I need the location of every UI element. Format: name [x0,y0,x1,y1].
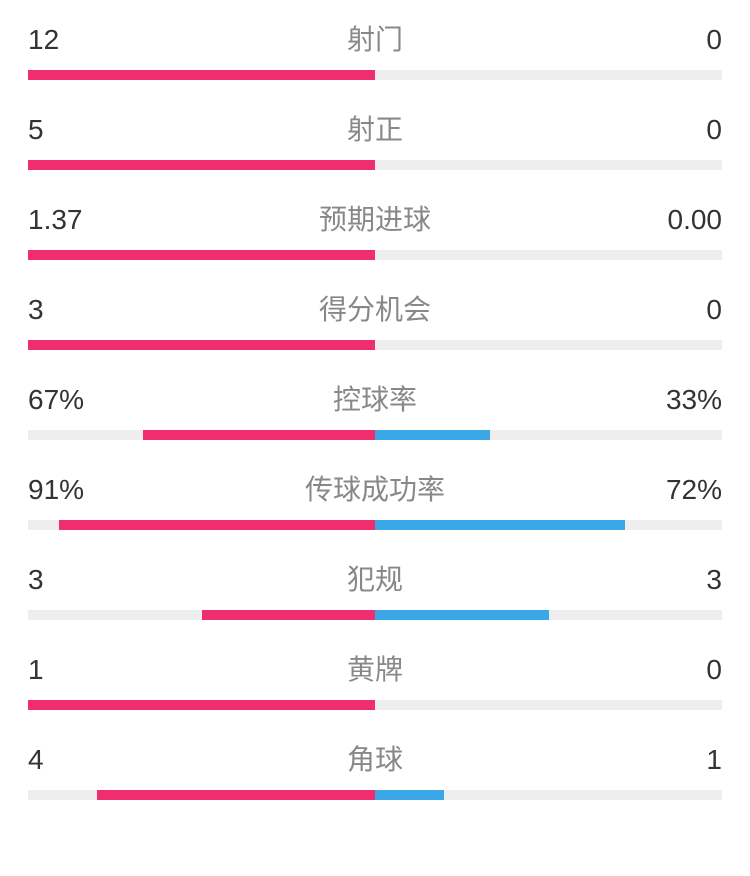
stat-row: 91%传球成功率72% [28,468,722,530]
stat-row: 1黄牌0 [28,648,722,710]
stat-header: 4角球1 [28,738,722,778]
stat-bar-right-track [375,520,722,530]
stat-bar [28,790,722,800]
stat-bar-right-fill [375,520,625,530]
stat-bar [28,610,722,620]
stat-label: 角球 [108,738,642,778]
stat-header: 1黄牌0 [28,648,722,688]
stat-header: 67%控球率33% [28,378,722,418]
stat-bar-left-track [28,340,375,350]
stat-bar [28,340,722,350]
stat-value-right: 33% [642,384,722,416]
stat-row: 5射正0 [28,108,722,170]
stat-value-left: 4 [28,744,108,776]
stat-bar-right-track [375,70,722,80]
stat-row: 3犯规3 [28,558,722,620]
stat-header: 12射门0 [28,18,722,58]
stat-value-left: 5 [28,114,108,146]
stat-bar [28,430,722,440]
stat-bar-left-track [28,610,375,620]
stat-bar-left-fill [28,340,375,350]
stat-bar-left-fill [143,430,375,440]
stat-bar-left-track [28,430,375,440]
stat-bar [28,70,722,80]
stat-bar-right-fill [375,790,444,800]
stat-bar [28,700,722,710]
stat-bar-left-track [28,70,375,80]
stat-bar-left-fill [59,520,375,530]
stat-value-right: 3 [642,564,722,596]
stat-bar-right-track [375,160,722,170]
stat-bar-right-track [375,610,722,620]
stat-value-left: 1 [28,654,108,686]
stat-value-left: 91% [28,474,108,506]
stat-label: 犯规 [108,558,642,598]
stat-row: 4角球1 [28,738,722,800]
stat-header: 3得分机会0 [28,288,722,328]
stat-label: 得分机会 [108,288,642,328]
stat-bar-right-track [375,250,722,260]
stat-label: 控球率 [108,378,642,418]
stat-value-right: 0 [642,294,722,326]
stat-bar-right-track [375,430,722,440]
stat-value-right: 0 [642,114,722,146]
stat-label: 射门 [108,18,642,58]
stat-row: 1.37预期进球0.00 [28,198,722,260]
stat-bar-right-track [375,340,722,350]
stat-header: 3犯规3 [28,558,722,598]
stat-value-left: 1.37 [28,204,108,236]
stat-bar-left-fill [202,610,376,620]
stat-value-right: 72% [642,474,722,506]
stat-label: 传球成功率 [108,468,642,508]
stat-label: 预期进球 [108,198,642,238]
stat-value-left: 67% [28,384,108,416]
stat-bar-right-fill [375,610,549,620]
stat-bar-left-track [28,520,375,530]
stat-value-right: 0 [642,654,722,686]
stat-label: 黄牌 [108,648,642,688]
stat-bar [28,160,722,170]
stat-header: 5射正0 [28,108,722,148]
stat-bar-left-track [28,700,375,710]
stat-header: 91%传球成功率72% [28,468,722,508]
stat-row: 67%控球率33% [28,378,722,440]
stat-bar [28,520,722,530]
stat-row: 12射门0 [28,18,722,80]
stat-bar [28,250,722,260]
stat-value-left: 12 [28,24,108,56]
stat-label: 射正 [108,108,642,148]
stat-bar-left-fill [28,160,375,170]
stat-row: 3得分机会0 [28,288,722,350]
stat-bar-left-fill [28,700,375,710]
stat-bar-left-track [28,160,375,170]
stat-header: 1.37预期进球0.00 [28,198,722,238]
stat-value-left: 3 [28,564,108,596]
stat-value-right: 0.00 [642,204,722,236]
stat-value-right: 1 [642,744,722,776]
stat-bar-left-fill [28,70,375,80]
stat-bar-right-fill [375,430,490,440]
stat-value-left: 3 [28,294,108,326]
stat-bar-left-fill [97,790,375,800]
stat-value-right: 0 [642,24,722,56]
stats-container: 12射门05射正01.37预期进球0.003得分机会067%控球率33%91%传… [0,0,750,800]
stat-bar-left-track [28,790,375,800]
stat-bar-left-track [28,250,375,260]
stat-bar-right-track [375,700,722,710]
stat-bar-right-track [375,790,722,800]
stat-bar-left-fill [28,250,375,260]
